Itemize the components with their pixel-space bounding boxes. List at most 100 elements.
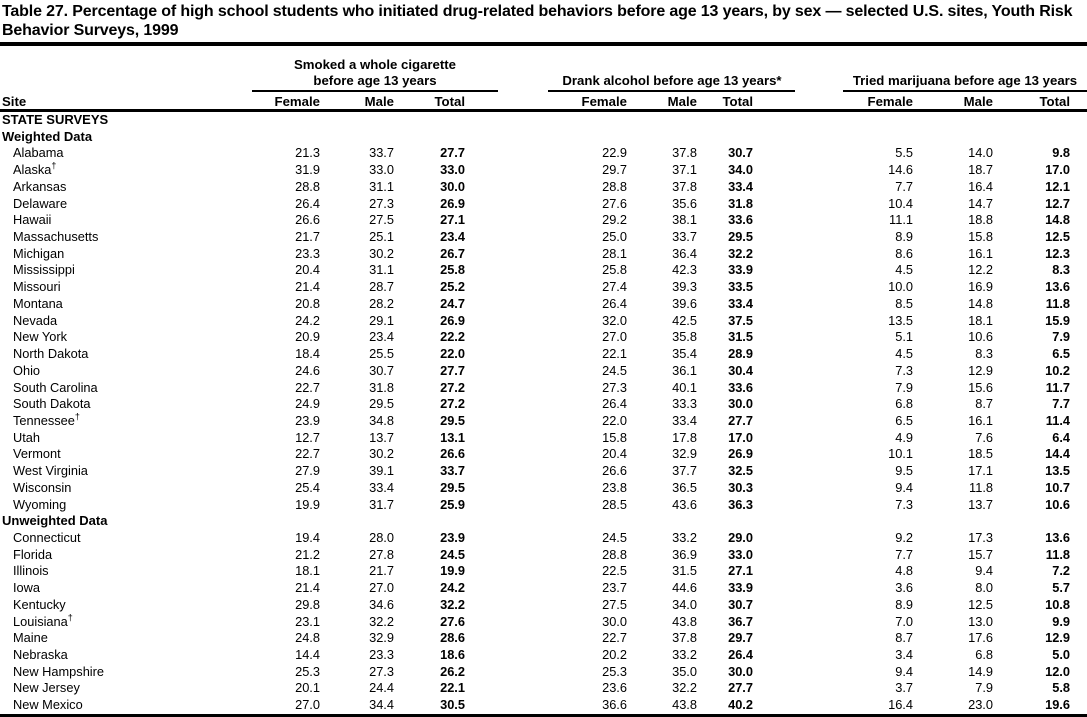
value-cell: 20.4: [602, 446, 627, 462]
site-name: New York: [13, 329, 68, 345]
site-name: Tennessee†: [13, 411, 80, 428]
value-cell: 30.0: [728, 663, 753, 679]
value-cell: 11.4: [1045, 412, 1070, 428]
value-cell: 38.1: [672, 212, 697, 228]
value-cell: 4.8: [895, 563, 913, 579]
value-cell: 25.8: [602, 262, 627, 278]
value-cell: 12.9: [1045, 630, 1070, 646]
value-cell: 15.9: [1045, 312, 1070, 328]
value-cell: 4.5: [895, 262, 913, 278]
value-cell: 4.9: [895, 429, 913, 445]
value-cell: 22.7: [295, 379, 320, 395]
value-cell: 13.7: [369, 429, 394, 445]
value-cell: 23.4: [440, 229, 465, 245]
value-cell: 3.7: [895, 680, 913, 696]
value-cell: 24.4: [369, 680, 394, 696]
value-cell: 39.1: [369, 463, 394, 479]
table-row: Tennessee† 23.9 34.8 29.5 22.0 33.4 27.7 6.5 16.…: [0, 411, 1087, 430]
value-cell: 5.7: [1052, 580, 1070, 596]
value-cell: 17.3: [968, 529, 993, 545]
value-cell: 10.6: [1045, 496, 1070, 512]
value-cell: 30.0: [602, 613, 627, 629]
value-cell: 3.6: [895, 580, 913, 596]
value-cell: 18.8: [968, 212, 993, 228]
value-cell: 14.9: [968, 663, 993, 679]
value-cell: 15.8: [968, 229, 993, 245]
value-cell: 19.9: [440, 563, 465, 579]
table-row: New Hampshire 25.3 27.3 26.2 25.3 35.0 30.0 9.4…: [0, 664, 1087, 681]
value-cell: 34.0: [672, 596, 697, 612]
site-name: Louisiana†: [13, 612, 73, 629]
site-name: Mississippi: [13, 262, 75, 278]
value-cell: 10.2: [1045, 362, 1070, 378]
value-cell: 27.1: [728, 563, 753, 579]
value-cell: 27.5: [369, 212, 394, 228]
value-cell: 32.2: [672, 680, 697, 696]
value-cell: 10.0: [888, 279, 913, 295]
value-cell: 33.6: [728, 212, 753, 228]
value-cell: 18.7: [968, 162, 993, 178]
value-cell: 21.2: [295, 546, 320, 562]
value-cell: 39.3: [672, 279, 697, 295]
value-cell: 13.5: [888, 312, 913, 328]
value-cell: 24.5: [440, 546, 465, 562]
value-cell: 13.5: [1045, 463, 1070, 479]
value-cell: 8.7: [895, 630, 913, 646]
value-cell: 14.6: [888, 162, 913, 178]
value-cell: 33.0: [440, 162, 465, 178]
value-cell: 24.5: [602, 529, 627, 545]
value-cell: 18.4: [295, 346, 320, 362]
table-subheader: Site Female Male Total Female Male Total…: [0, 92, 1087, 112]
site-name: Illinois: [13, 563, 49, 579]
value-cell: 11.7: [1045, 379, 1070, 395]
value-cell: 28.8: [602, 178, 627, 194]
value-cell: 18.6: [440, 647, 465, 662]
site-name: Massachusetts: [13, 229, 99, 245]
value-cell: 29.8: [295, 596, 320, 612]
value-cell: 23.8: [602, 479, 627, 495]
value-cell: 28.5: [602, 496, 627, 512]
value-cell: 25.5: [369, 346, 394, 362]
value-cell: 22.5: [602, 563, 627, 579]
value-cell: 33.7: [440, 463, 465, 479]
value-cell: 5.1: [895, 329, 913, 345]
value-cell: 33.0: [369, 162, 394, 178]
value-cell: 28.0: [369, 529, 394, 545]
value-cell: 15.6: [968, 379, 993, 395]
site-name: Montana: [13, 295, 63, 311]
value-cell: 24.7: [440, 295, 465, 311]
value-cell: 35.6: [672, 195, 697, 211]
value-cell: 25.3: [602, 663, 627, 679]
value-cell: 40.2: [728, 697, 753, 713]
value-cell: 10.7: [1045, 479, 1070, 495]
group-underline-cigarette: [252, 90, 498, 92]
value-cell: 27.8: [369, 546, 394, 562]
site-name: Ohio: [13, 362, 41, 378]
value-cell: 32.9: [369, 630, 394, 646]
value-cell: 23.3: [369, 647, 394, 662]
value-cell: 13.7: [968, 496, 993, 512]
table-row: Alaska† 31.9 33.0 33.0 29.7 37.1 34.0 14.6 18.7 1…: [0, 161, 1087, 179]
value-cell: 20.1: [295, 680, 320, 696]
table-row: Illinois 18.1 21.7 19.9 22.5 31.5 27.1 4.8 9.4 7.…: [0, 563, 1087, 580]
value-cell: 7.9: [975, 680, 993, 696]
site-name: Connecticut: [13, 529, 81, 545]
value-cell: 10.1: [888, 446, 913, 462]
value-cell: 23.3: [295, 245, 320, 261]
value-cell: 9.5: [895, 463, 913, 479]
value-cell: 43.8: [672, 613, 697, 629]
value-cell: 12.0: [1045, 663, 1070, 679]
site-name: New Jersey: [13, 680, 80, 696]
value-cell: 27.0: [602, 329, 627, 345]
site-name: New Hampshire: [13, 663, 105, 679]
value-cell: 27.1: [440, 212, 465, 228]
value-cell: 22.7: [295, 446, 320, 462]
value-cell: 36.4: [672, 245, 697, 261]
value-cell: 27.7: [440, 362, 465, 378]
value-cell: 33.4: [728, 178, 753, 194]
value-cell: 33.7: [369, 145, 394, 161]
value-cell: 32.0: [602, 312, 627, 328]
value-cell: 28.8: [602, 546, 627, 562]
value-cell: 29.2: [602, 212, 627, 228]
